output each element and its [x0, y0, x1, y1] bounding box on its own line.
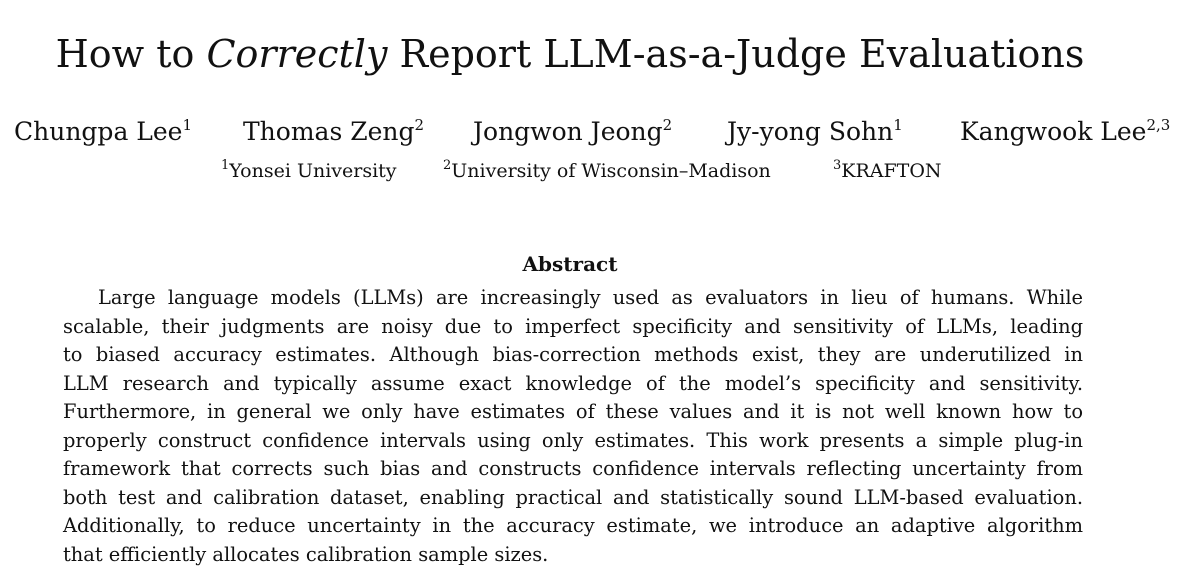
author-affil-mark: 2	[662, 116, 673, 134]
author-name: Jongwon Jeong	[473, 117, 663, 146]
abstract-line: framework that corrects such bias and co…	[63, 457, 1083, 480]
affiliation-mark: 1	[221, 158, 230, 173]
affiliation-mark: 3	[833, 158, 842, 173]
abstract-line: Additionally, to reduce uncertainty in t…	[63, 514, 1083, 537]
author-3: Jongwon Jeong2	[473, 112, 672, 152]
author-name: Thomas Zeng	[243, 117, 415, 146]
abstract-body: Large language models (LLMs) are increas…	[63, 284, 1083, 569]
abstract-line: to biased accuracy estimates. Although b…	[63, 343, 1083, 366]
title-emphasis: Correctly	[206, 32, 388, 76]
affiliation-2: 2University of Wisconsin–Madison	[443, 156, 771, 186]
abstract-line: that efficiently allocates calibration s…	[63, 542, 549, 566]
author-name: Chungpa Lee	[14, 117, 183, 146]
affiliation-1: 1Yonsei University	[221, 156, 397, 186]
author-affil-mark: 2,3	[1146, 116, 1171, 134]
paper-title: How to Correctly Report LLM-as-a-Judge E…	[0, 28, 1140, 80]
author-4: Jy-yong Sohn1	[727, 112, 903, 152]
author-affil-mark: 1	[893, 116, 903, 134]
abstract-heading: Abstract	[522, 252, 618, 276]
abstract-line: Furthermore, in general we only have est…	[63, 400, 1083, 423]
affiliation-3: 3KRAFTON	[833, 156, 942, 186]
abstract-line: Large language models (LLMs) are increas…	[98, 286, 1083, 309]
title-part-after: Report LLM-as-a-Judge Evaluations	[387, 32, 1085, 76]
author-list: Chungpa Lee1 Thomas Zeng2 Jongwon Jeong2…	[0, 112, 1200, 152]
author-name: Jy-yong Sohn	[727, 117, 894, 146]
title-part-before: How to	[55, 32, 207, 76]
affiliation-list: 1Yonsei University 2University of Wiscon…	[0, 156, 1200, 186]
author-1: Chungpa Lee1	[14, 112, 192, 152]
affiliation-name: Yonsei University	[229, 160, 397, 182]
author-name: Kangwook Lee	[960, 117, 1147, 146]
abstract-line: both test and calibration dataset, enabl…	[63, 485, 1083, 509]
abstract-line: scalable, their judgments are noisy due …	[63, 314, 1083, 338]
abstract-line: properly construct confidence intervals …	[63, 428, 1083, 452]
abstract-line: LLM research and typically assume exact …	[63, 371, 1083, 395]
author-2: Thomas Zeng2	[243, 112, 424, 152]
author-5: Kangwook Lee2,3	[960, 112, 1170, 152]
affiliation-name: University of Wisconsin–Madison	[451, 160, 771, 182]
affiliation-mark: 2	[443, 158, 452, 173]
affiliation-name: KRAFTON	[841, 160, 942, 182]
author-affil-mark: 2	[414, 116, 425, 134]
author-affil-mark: 1	[182, 116, 193, 134]
